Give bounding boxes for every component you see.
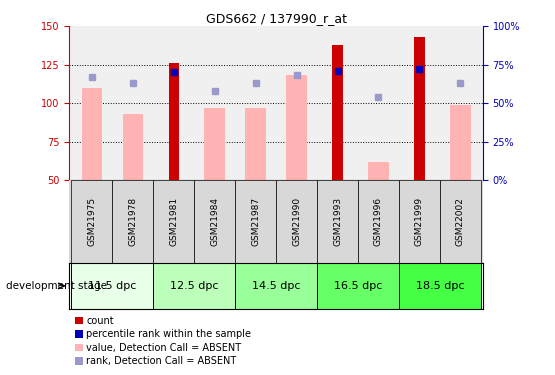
Title: GDS662 / 137990_r_at: GDS662 / 137990_r_at bbox=[205, 12, 347, 25]
Text: GSM21996: GSM21996 bbox=[374, 196, 383, 246]
Text: development stage: development stage bbox=[6, 281, 107, 291]
Text: 11.5 dpc: 11.5 dpc bbox=[88, 281, 137, 291]
Bar bbox=[399, 262, 481, 309]
Text: 12.5 dpc: 12.5 dpc bbox=[170, 281, 219, 291]
Bar bbox=[123, 114, 143, 180]
Text: GSM21999: GSM21999 bbox=[415, 196, 424, 246]
Bar bbox=[440, 180, 481, 262]
Bar bbox=[317, 262, 399, 309]
Bar bbox=[194, 180, 235, 262]
Bar bbox=[450, 105, 471, 180]
Bar bbox=[332, 45, 342, 180]
Text: rank, Detection Call = ABSENT: rank, Detection Call = ABSENT bbox=[86, 356, 236, 366]
Bar bbox=[276, 180, 317, 262]
Bar bbox=[204, 108, 225, 180]
Bar bbox=[368, 162, 388, 180]
Text: GSM21993: GSM21993 bbox=[333, 196, 342, 246]
Text: GSM21984: GSM21984 bbox=[210, 197, 219, 246]
Text: 16.5 dpc: 16.5 dpc bbox=[334, 281, 382, 291]
Bar bbox=[153, 262, 235, 309]
Text: GSM21975: GSM21975 bbox=[87, 196, 97, 246]
Bar bbox=[169, 63, 179, 180]
Text: GSM21981: GSM21981 bbox=[169, 196, 178, 246]
Bar bbox=[245, 108, 266, 180]
Bar bbox=[112, 180, 153, 262]
Bar bbox=[72, 262, 153, 309]
Text: GSM21987: GSM21987 bbox=[251, 196, 260, 246]
Text: count: count bbox=[86, 316, 114, 326]
Bar bbox=[399, 180, 440, 262]
Bar bbox=[414, 37, 425, 180]
Bar bbox=[317, 180, 358, 262]
Text: GSM21978: GSM21978 bbox=[128, 196, 137, 246]
Text: 14.5 dpc: 14.5 dpc bbox=[252, 281, 300, 291]
Bar bbox=[235, 262, 317, 309]
Text: GSM22002: GSM22002 bbox=[456, 197, 465, 246]
Bar bbox=[358, 180, 399, 262]
Bar bbox=[82, 88, 102, 180]
Bar bbox=[72, 180, 112, 262]
Text: value, Detection Call = ABSENT: value, Detection Call = ABSENT bbox=[86, 343, 241, 352]
Text: percentile rank within the sample: percentile rank within the sample bbox=[86, 329, 251, 339]
Bar bbox=[286, 75, 307, 180]
Bar bbox=[235, 180, 276, 262]
Text: GSM21990: GSM21990 bbox=[292, 196, 301, 246]
Bar bbox=[153, 180, 194, 262]
Text: 18.5 dpc: 18.5 dpc bbox=[416, 281, 464, 291]
